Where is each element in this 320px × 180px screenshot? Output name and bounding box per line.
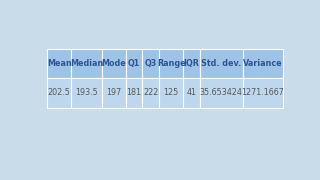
Bar: [142, 78, 159, 107]
Bar: [71, 78, 102, 107]
Text: Range: Range: [157, 59, 185, 68]
Text: 222: 222: [143, 89, 159, 98]
Bar: [142, 49, 159, 78]
Text: 1271.1667: 1271.1667: [241, 89, 284, 98]
Bar: [183, 78, 200, 107]
Text: 202.5: 202.5: [48, 89, 71, 98]
Bar: [159, 49, 183, 78]
Text: 197: 197: [106, 89, 122, 98]
Bar: [102, 78, 125, 107]
Text: Mean: Mean: [47, 59, 72, 68]
Bar: [243, 78, 283, 107]
Text: Variance: Variance: [243, 59, 283, 68]
Bar: [47, 49, 71, 78]
Text: Q1: Q1: [128, 59, 140, 68]
Bar: [159, 78, 183, 107]
Text: 181: 181: [126, 89, 141, 98]
Text: Std. dev.: Std. dev.: [201, 59, 241, 68]
Text: Median: Median: [70, 59, 103, 68]
Text: Q3: Q3: [145, 59, 157, 68]
Bar: [125, 78, 142, 107]
Text: IQR: IQR: [183, 59, 199, 68]
Bar: [243, 49, 283, 78]
Bar: [125, 49, 142, 78]
Bar: [102, 49, 125, 78]
Text: 41: 41: [186, 89, 196, 98]
Bar: [47, 78, 71, 107]
Bar: [200, 49, 243, 78]
Text: 35.653424: 35.653424: [200, 89, 243, 98]
Text: 125: 125: [164, 89, 179, 98]
Text: 193.5: 193.5: [75, 89, 98, 98]
Bar: [71, 49, 102, 78]
Bar: [200, 78, 243, 107]
Bar: [183, 49, 200, 78]
Text: Mode: Mode: [101, 59, 126, 68]
